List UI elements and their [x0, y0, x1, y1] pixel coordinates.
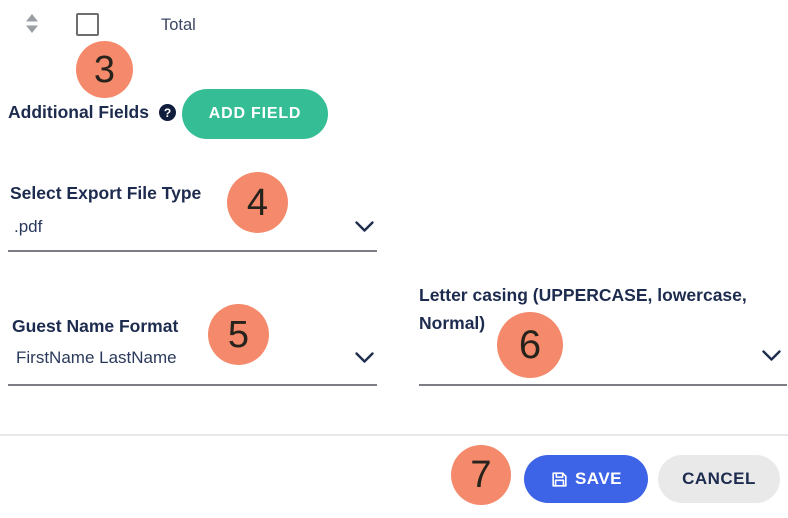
guest-name-format-value: FirstName LastName: [16, 348, 177, 367]
chevron-down-icon[interactable]: [354, 220, 375, 238]
save-button[interactable]: SAVE: [524, 455, 648, 503]
annotation-badge-3: 3: [76, 41, 133, 98]
guest-name-select-underline: [8, 384, 377, 386]
export-select-underline: [8, 250, 377, 252]
annotation-badge-6: 6: [497, 312, 563, 378]
total-column-label: Total: [161, 16, 196, 34]
cancel-button[interactable]: CANCEL: [658, 455, 780, 503]
annotation-badge-7: 7: [451, 445, 511, 505]
sort-arrows-icon[interactable]: [25, 13, 39, 39]
export-file-type-select[interactable]: [8, 210, 377, 251]
annotation-badge-5: 5: [208, 304, 269, 365]
chevron-down-icon[interactable]: [354, 351, 375, 369]
guest-name-format-label: Guest Name Format: [12, 316, 179, 336]
save-button-label: SAVE: [574, 469, 623, 488]
annotation-badge-4: 4: [227, 172, 288, 233]
floppy-disk-icon: [550, 470, 569, 489]
letter-casing-select-underline: [419, 384, 787, 386]
help-icon[interactable]: ?: [159, 104, 176, 121]
letter-casing-select[interactable]: [419, 342, 787, 385]
export-file-type-label: Select Export File Type: [10, 183, 202, 203]
export-file-type-value: .pdf: [14, 217, 43, 236]
additional-fields-label: Additional Fields: [8, 102, 149, 122]
add-field-button[interactable]: ADD FIELD: [182, 89, 328, 139]
chevron-down-icon[interactable]: [761, 349, 782, 367]
footer-divider: [0, 434, 788, 436]
letter-casing-label: Letter casing (UPPERCASE, lowercase, Nor…: [419, 285, 747, 333]
total-checkbox[interactable]: [76, 13, 99, 36]
